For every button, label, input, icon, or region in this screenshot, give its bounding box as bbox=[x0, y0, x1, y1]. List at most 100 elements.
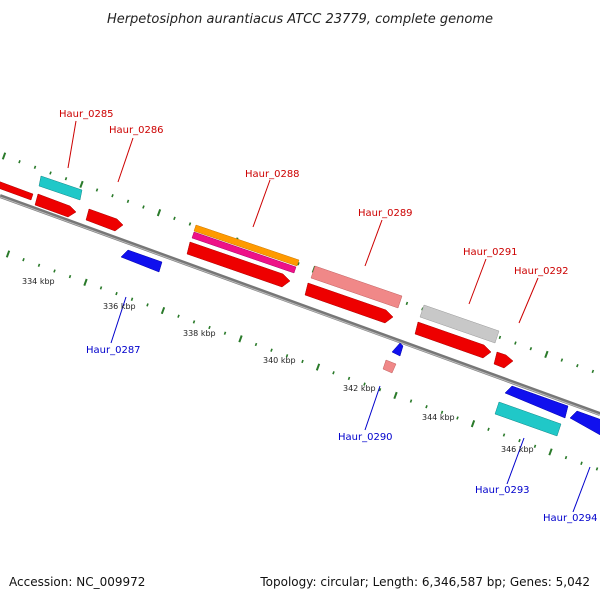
scale-label: 340 kbp bbox=[263, 356, 296, 365]
minor-tick bbox=[595, 467, 599, 471]
gene-label-haur-0285[interactable]: Haur_0285 bbox=[59, 109, 114, 120]
major-tick bbox=[393, 391, 398, 400]
minor-tick bbox=[22, 257, 25, 262]
topology-summary-text: Topology: circular; Length: 6,346,587 bp… bbox=[259, 575, 590, 589]
minor-tick bbox=[33, 165, 37, 169]
minor-tick bbox=[146, 303, 149, 307]
label-leaders bbox=[67, 120, 591, 513]
accession-text: Accession: NC_009972 bbox=[9, 575, 145, 589]
gene-label-haur-0288[interactable]: Haur_0288 bbox=[245, 169, 300, 180]
gene-arrow-0294[interactable] bbox=[569, 410, 600, 436]
gene-label-haur-0293[interactable]: Haur_0293 bbox=[475, 485, 530, 496]
gene-arrow-0290a[interactable] bbox=[391, 342, 404, 357]
scale-label: 334 kbp bbox=[22, 277, 55, 286]
minor-tick bbox=[270, 348, 273, 352]
minor-tick bbox=[514, 341, 517, 345]
gene-label-haur-0291[interactable]: Haur_0291 bbox=[463, 247, 518, 258]
minor-tick bbox=[591, 369, 595, 374]
minor-tick bbox=[425, 405, 428, 409]
minor-tick bbox=[580, 461, 583, 465]
leader-0287 bbox=[110, 296, 127, 344]
leader-0290 bbox=[364, 385, 381, 431]
gene-label-haur-0289[interactable]: Haur_0289 bbox=[358, 208, 413, 219]
gene-bar-0291-grey[interactable] bbox=[419, 304, 500, 344]
minor-tick bbox=[208, 325, 211, 330]
tick-track-lower bbox=[5, 250, 599, 471]
minor-tick bbox=[115, 291, 118, 296]
major-tick bbox=[548, 448, 553, 456]
gene-bar-0288-magenta[interactable] bbox=[191, 231, 297, 274]
scale-label: 346 kbp bbox=[501, 445, 534, 454]
major-tick bbox=[79, 180, 84, 188]
minor-tick bbox=[254, 342, 258, 347]
major-tick bbox=[544, 350, 549, 359]
minor-tick bbox=[498, 335, 502, 340]
forward-genes bbox=[0, 175, 514, 369]
minor-tick bbox=[49, 171, 52, 175]
minor-tick bbox=[297, 262, 300, 266]
minor-tick bbox=[223, 331, 227, 335]
map-title: Herpetosiphon aurantiacus ATCC 23779, co… bbox=[107, 12, 493, 27]
minor-tick bbox=[576, 364, 579, 368]
scale-label: 336 kbp bbox=[103, 302, 136, 311]
gene-arrow-0286[interactable] bbox=[85, 208, 124, 232]
minor-tick bbox=[188, 222, 192, 226]
major-tick bbox=[470, 420, 476, 428]
gene-bar-0290-pink[interactable] bbox=[382, 359, 397, 374]
minor-tick bbox=[456, 416, 459, 420]
major-tick bbox=[156, 209, 162, 217]
minor-tick bbox=[53, 269, 56, 273]
gene-arrow-0284[interactable] bbox=[0, 181, 34, 201]
gene-arrow-0291[interactable] bbox=[414, 321, 492, 359]
major-tick bbox=[83, 278, 88, 286]
minor-tick bbox=[518, 438, 521, 443]
minor-tick bbox=[564, 455, 568, 460]
gene-bar-0293-cyan[interactable] bbox=[494, 401, 562, 437]
minor-tick bbox=[363, 382, 366, 386]
gene-arrow-0293a[interactable] bbox=[504, 385, 569, 419]
minor-tick bbox=[285, 354, 289, 358]
gene-arrow-0286a[interactable] bbox=[34, 193, 77, 218]
scale-label: 342 kbp bbox=[343, 384, 376, 393]
gene-bar-0289-pink[interactable] bbox=[310, 265, 403, 309]
scale-labels: 334 kbp 336 kbp 338 kbp 340 kbp 342 kbp … bbox=[22, 277, 534, 454]
minor-tick bbox=[111, 194, 114, 198]
minor-tick bbox=[409, 399, 413, 403]
leader-0286 bbox=[117, 137, 134, 183]
minor-tick bbox=[177, 314, 180, 318]
gene-arrow-0287[interactable] bbox=[120, 249, 163, 273]
gene-arrow-0288[interactable] bbox=[186, 241, 291, 288]
major-tick bbox=[1, 152, 7, 160]
gene-label-haur-0292[interactable]: Haur_0292 bbox=[514, 266, 569, 277]
scale-label: 338 kbp bbox=[183, 329, 216, 338]
gene-label-haur-0287[interactable]: Haur_0287 bbox=[86, 345, 141, 356]
major-tick bbox=[160, 306, 166, 315]
gene-bar-0288-orange[interactable] bbox=[193, 224, 300, 267]
gene-arrow-0285[interactable] bbox=[38, 175, 83, 201]
minor-tick bbox=[64, 177, 68, 181]
gene-label-haur-0294[interactable]: Haur_0294 bbox=[543, 513, 598, 524]
minor-tick bbox=[533, 444, 537, 448]
major-tick bbox=[5, 250, 11, 258]
minor-tick bbox=[173, 216, 176, 221]
leader-0293 bbox=[506, 437, 525, 485]
minor-tick bbox=[142, 205, 145, 209]
gene-arrow-0292[interactable] bbox=[493, 351, 514, 369]
minor-tick bbox=[130, 297, 134, 301]
minor-tick bbox=[405, 301, 409, 306]
minor-tick bbox=[529, 347, 533, 351]
gene-label-haur-0286[interactable]: Haur_0286 bbox=[109, 125, 164, 136]
minor-tick bbox=[440, 410, 444, 415]
minor-tick bbox=[192, 320, 196, 324]
major-tick bbox=[238, 335, 243, 343]
gene-arrow-0289[interactable] bbox=[304, 282, 394, 324]
scale-label: 344 kbp bbox=[422, 413, 455, 422]
gene-label-haur-0290[interactable]: Haur_0290 bbox=[338, 432, 393, 443]
minor-tick bbox=[95, 188, 99, 192]
minor-tick bbox=[99, 286, 103, 290]
minor-tick bbox=[18, 160, 21, 164]
minor-tick bbox=[487, 427, 490, 431]
minor-tick bbox=[560, 358, 564, 362]
minor-tick bbox=[37, 263, 41, 267]
